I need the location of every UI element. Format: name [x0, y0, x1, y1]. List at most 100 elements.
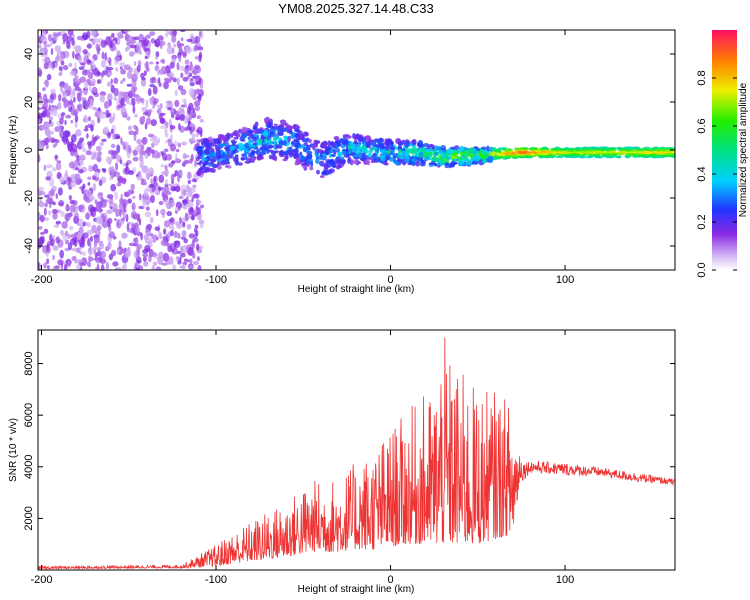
noise-blob — [194, 105, 200, 112]
noise-blob — [95, 145, 102, 152]
signal-blob — [249, 157, 253, 163]
signal-blob — [456, 159, 463, 163]
noise-blob — [131, 202, 136, 211]
signal-blob — [595, 154, 601, 157]
noise-blob — [68, 106, 73, 113]
signal-blob — [323, 163, 329, 170]
noise-blob — [117, 104, 124, 109]
signal-blob — [409, 158, 413, 165]
noise-blob — [100, 39, 107, 48]
signal-blob — [293, 143, 299, 148]
signal-blob — [652, 153, 658, 156]
noise-blob — [155, 56, 158, 60]
noise-blob — [49, 39, 54, 47]
noise-blob — [182, 160, 190, 164]
noise-blob — [106, 81, 113, 87]
noise-blob — [192, 209, 197, 216]
signal-blob — [209, 139, 215, 143]
noise-blob — [38, 226, 43, 230]
noise-blob — [167, 183, 173, 187]
signal-blob — [318, 156, 323, 160]
noise-blob — [162, 152, 167, 161]
signal-blob — [609, 150, 615, 153]
noise-blob — [43, 207, 47, 216]
signal-blob — [198, 139, 204, 143]
signal-blob — [585, 150, 591, 153]
noise-blob — [105, 261, 110, 270]
noise-blob — [107, 132, 111, 139]
noise-blob — [70, 110, 78, 116]
signal-blob — [502, 147, 507, 150]
noise-blob — [184, 59, 190, 65]
noise-blob — [126, 223, 130, 230]
noise-blob — [88, 141, 92, 150]
noise-blob — [43, 137, 50, 144]
signal-blob — [335, 156, 341, 160]
signal-blob — [269, 126, 276, 129]
signal-blob — [397, 145, 402, 150]
noise-blob — [79, 242, 85, 248]
noise-blob — [132, 105, 136, 114]
noise-blob — [136, 65, 141, 73]
noise-blob — [68, 63, 73, 67]
signal-blob — [637, 152, 643, 156]
signal-blob — [350, 159, 354, 165]
noise-blob — [166, 30, 169, 36]
noise-blob — [174, 109, 177, 115]
signal-blob — [294, 128, 300, 132]
noise-blob — [106, 112, 112, 118]
noise-blob — [110, 143, 116, 149]
noise-blob — [49, 178, 55, 187]
noise-blob — [149, 216, 154, 224]
signal-blob — [252, 142, 258, 146]
noise-blob — [179, 220, 183, 224]
signal-blob — [642, 151, 648, 154]
noise-blob — [113, 87, 119, 97]
noise-blob — [124, 166, 128, 172]
noise-blob — [122, 112, 128, 116]
noise-blob — [42, 30, 46, 37]
signal-blob — [342, 134, 347, 139]
signal-blob — [572, 155, 578, 159]
noise-blob — [186, 171, 192, 180]
noise-blob — [188, 233, 195, 239]
signal-blob — [327, 159, 334, 163]
signal-blob — [221, 143, 226, 147]
noise-blob — [43, 164, 47, 172]
noise-blob — [60, 85, 64, 93]
signal-blob — [336, 140, 341, 145]
signal-blob — [310, 161, 314, 168]
noise-blob — [147, 113, 151, 118]
noise-blob — [122, 144, 127, 151]
signal-blob — [235, 144, 239, 150]
noise-blob — [145, 34, 151, 39]
noise-blob — [105, 65, 109, 75]
noise-blob — [169, 76, 173, 81]
signal-blob — [447, 148, 453, 155]
figure-title: YM08.2025.327.14.48.C33 — [278, 1, 433, 16]
noise-blob — [129, 39, 137, 44]
spectrogram-xtick-label: 100 — [556, 274, 574, 286]
noise-blob — [114, 218, 117, 221]
noise-blob — [106, 199, 113, 203]
noise-blob — [175, 255, 181, 262]
noise-blob — [86, 69, 92, 77]
noise-blob — [69, 204, 76, 213]
noise-blob — [120, 137, 123, 146]
noise-blob — [126, 70, 133, 80]
spectrogram-ytick-label: -20 — [23, 190, 35, 206]
signal-blob — [340, 156, 345, 160]
noise-blob — [64, 120, 67, 125]
noise-blob — [186, 215, 193, 219]
signal-blob — [266, 148, 270, 154]
spectrogram-ytick-label: 20 — [23, 96, 35, 108]
noise-blob — [134, 236, 139, 246]
noise-blob — [75, 129, 82, 137]
signal-blob — [530, 152, 535, 156]
noise-blob — [128, 130, 135, 136]
noise-blob — [120, 80, 124, 85]
signal-blob — [409, 156, 415, 159]
noise-blob — [87, 123, 92, 129]
noise-blob — [78, 218, 84, 227]
noise-blob — [83, 116, 89, 123]
